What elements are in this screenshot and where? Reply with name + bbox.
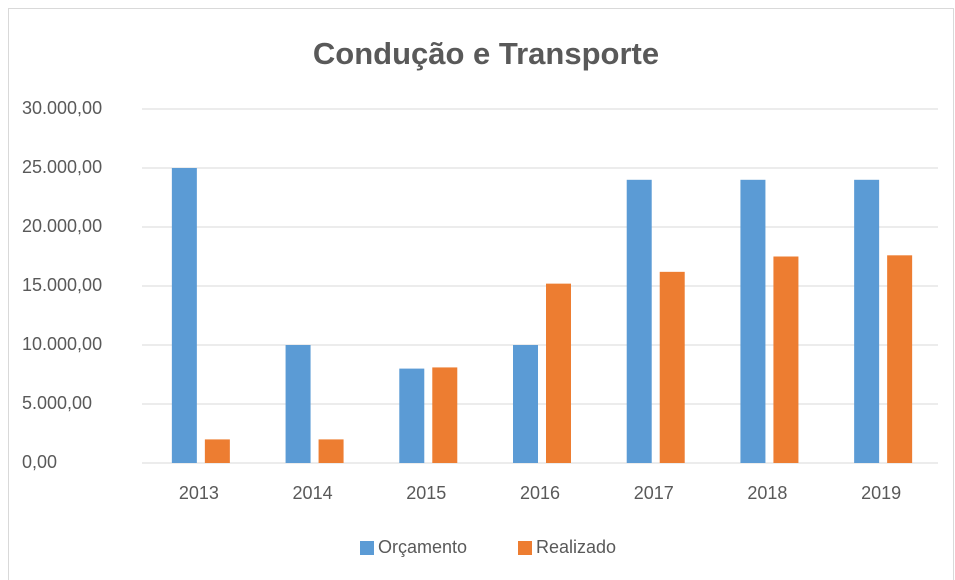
bar (318, 439, 344, 463)
bar (887, 255, 913, 463)
bar (399, 368, 425, 463)
bar (546, 283, 571, 463)
x-tick-label: 2013 (179, 483, 219, 503)
legend-swatch (518, 541, 532, 555)
bar (285, 345, 311, 463)
y-tick-label: 30.000,00 (22, 98, 102, 118)
chart-title: Condução e Transporte (313, 36, 659, 71)
bar (854, 179, 880, 464)
chart-frame (8, 8, 954, 580)
y-tick-label: 10.000,00 (22, 334, 102, 354)
bar (513, 345, 538, 463)
bar (773, 256, 799, 463)
bar (626, 179, 652, 464)
x-tick-label: 2017 (634, 483, 674, 503)
y-tick-label: 25.000,00 (22, 157, 102, 177)
bar (432, 367, 458, 463)
bar (659, 271, 685, 463)
bar (171, 168, 197, 463)
legend-label: Orçamento (378, 537, 467, 557)
y-tick-label: 5.000,00 (22, 393, 92, 413)
x-tick-label: 2014 (293, 483, 333, 503)
y-tick-label: 20.000,00 (22, 216, 102, 236)
x-tick-label: 2016 (520, 483, 560, 503)
x-tick-label: 2018 (747, 483, 787, 503)
x-tick-label: 2019 (861, 483, 901, 503)
y-tick-label: 15.000,00 (22, 275, 102, 295)
legend-label: Realizado (536, 537, 616, 557)
bar (740, 179, 766, 464)
legend-swatch (360, 541, 374, 555)
x-tick-label: 2015 (406, 483, 446, 503)
bar (204, 439, 230, 463)
y-tick-label: 0,00 (22, 452, 57, 472)
